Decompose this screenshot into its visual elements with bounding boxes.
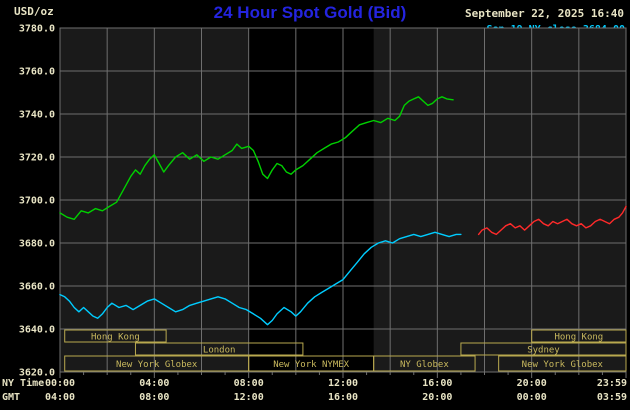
- gmt-tick-label: 03:59: [597, 392, 627, 403]
- chart-title: 24 Hour Spot Gold (Bid): [213, 3, 407, 22]
- ny-time-row-label: NY Time: [2, 377, 44, 389]
- y-axis-tick-label: 3660.0: [19, 282, 55, 293]
- session-box: [498, 355, 627, 372]
- ny-time-tick-label: 23:59: [597, 378, 627, 389]
- y-axis-tick-label: 3780.0: [19, 24, 55, 35]
- gmt-tick-label: 20:00: [422, 392, 452, 403]
- session-box: [373, 355, 476, 372]
- y-axis-tick-label: 3760.0: [19, 67, 55, 78]
- y-axis-tick-label: 3740.0: [19, 110, 55, 121]
- session-box: [531, 329, 627, 343]
- series-sep21-sunday: [477, 205, 627, 236]
- ny-time-tick-label: 12:00: [328, 378, 358, 389]
- series-sep19-ny-close: [59, 231, 462, 326]
- gmt-tick-label: 04:00: [45, 392, 75, 403]
- session-box: [64, 329, 167, 343]
- session-label: London: [203, 346, 236, 356]
- datetime-label: September 22, 2025 16:40: [465, 7, 624, 20]
- y-axis-tick-label: 3700.0: [19, 196, 55, 207]
- gmt-tick-label: 00:00: [517, 392, 547, 403]
- y-axis-tick-label: 3680.0: [19, 239, 55, 250]
- session-label: Sydney: [527, 346, 560, 356]
- ny-time-tick-label: 16:00: [422, 378, 452, 389]
- session-label: Hong Kong: [554, 333, 603, 343]
- session-label: NY Globex: [400, 360, 449, 370]
- gmt-row-label: GMT: [2, 392, 20, 403]
- ny-time-tick-label: 08:00: [234, 378, 264, 389]
- session-label: New York Globex: [116, 360, 198, 370]
- gmt-tick-label: 12:00: [234, 392, 264, 403]
- session-label: New York Globex: [522, 360, 604, 370]
- session-label: Hong Kong: [91, 333, 140, 343]
- ny-time-tick-label: 00:00: [45, 378, 75, 389]
- y-axis-tick-label: 3720.0: [19, 153, 55, 164]
- ny-time-tick-label: 04:00: [139, 378, 169, 389]
- session-label: New York NYMEX: [273, 360, 349, 370]
- ny-time-tick-label: 20:00: [517, 378, 547, 389]
- series-sep22-last: [59, 96, 454, 221]
- y-axis-unit-label: USD/oz: [14, 5, 54, 18]
- session-box: [134, 342, 304, 356]
- gmt-tick-label: 08:00: [139, 392, 169, 403]
- y-axis-tick-label: 3620.0: [19, 368, 55, 379]
- session-box: [460, 342, 627, 356]
- gmt-tick-label: 16:00: [328, 392, 358, 403]
- y-axis-tick-label: 3640.0: [19, 325, 55, 336]
